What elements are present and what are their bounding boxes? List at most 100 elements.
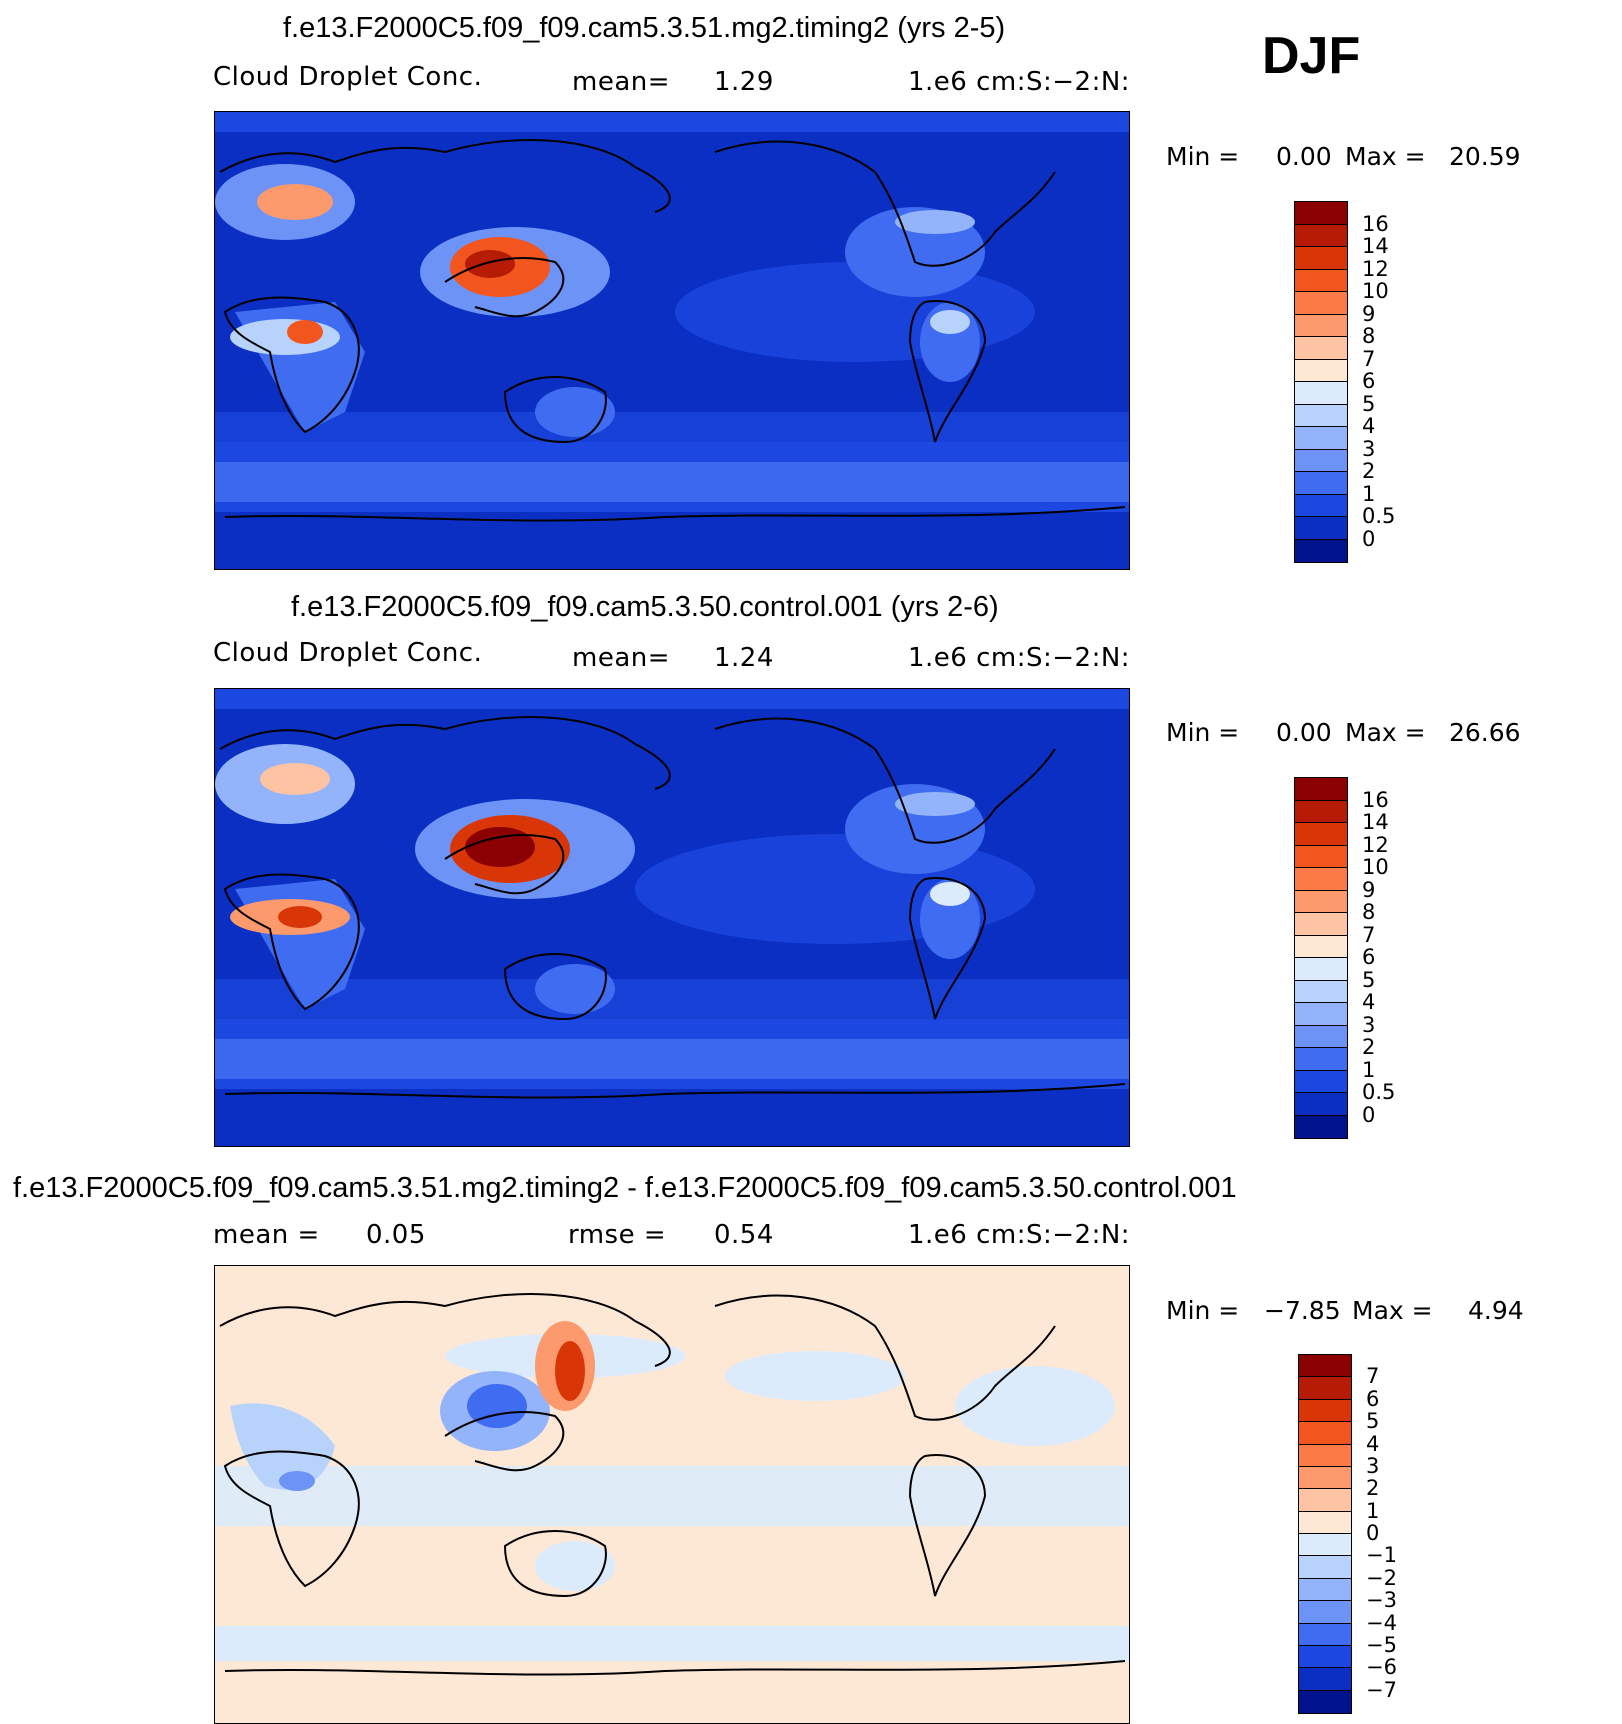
- colorbar-segment: [1299, 1399, 1351, 1423]
- colorbar-segment: [1295, 823, 1347, 846]
- panel-2-colorbar: [1294, 777, 1348, 1139]
- panel-1-mean-label: mean=: [572, 67, 671, 97]
- colorbar-segment: [1295, 404, 1347, 427]
- colorbar-tick-label: −7: [1366, 1677, 1397, 1702]
- colorbar-segment: [1299, 1377, 1351, 1400]
- colorbar-tick-label: 14: [1362, 810, 1389, 834]
- colorbar-segment: [1299, 1444, 1351, 1467]
- colorbar-tick-label: −6: [1366, 1655, 1397, 1680]
- colorbar-segment: [1295, 935, 1347, 958]
- colorbar-tick-label: 6: [1366, 1386, 1380, 1411]
- panel-2-colorbar-ticks: 16 14 12 10 9 8 7 6 5 4 3 2 1 0.5 0: [1362, 777, 1422, 1139]
- colorbar-segment: [1295, 980, 1347, 1003]
- colorbar-tick-label: 6: [1362, 945, 1376, 969]
- panel-1-max-label: Max =: [1345, 142, 1426, 171]
- colorbar-segment: [1295, 224, 1347, 247]
- colorbar-segment: [1299, 1489, 1351, 1512]
- panel-2-mean-value: 1.24: [714, 643, 774, 673]
- colorbar-tick-label: −5: [1366, 1632, 1397, 1657]
- colorbar-segment: [1295, 845, 1347, 868]
- colorbar-tick-label: 7: [1362, 922, 1376, 947]
- panel-2-min-value: 0.00: [1276, 718, 1332, 747]
- colorbar-segment: [1295, 1048, 1347, 1071]
- panel-3-rmse-label: rmse =: [568, 1220, 667, 1250]
- colorbar-segment: [1299, 1422, 1351, 1445]
- panel-3-units: 1.e6 cm:S:−2:N:: [908, 1220, 1131, 1250]
- colorbar-segment: [1295, 269, 1347, 292]
- colorbar-segment: [1295, 1093, 1347, 1116]
- colorbar-segment: [1295, 868, 1347, 891]
- colorbar-tick-label: 10: [1362, 279, 1389, 303]
- colorbar-tick-label: 4: [1362, 990, 1376, 1014]
- colorbar-segment: [1295, 913, 1347, 936]
- panel-2-map: [214, 688, 1130, 1147]
- colorbar-segment: [1295, 247, 1347, 270]
- colorbar-tick-label: 16: [1362, 787, 1389, 812]
- colorbar-tick-label: −1: [1366, 1543, 1397, 1568]
- panel-2-units: 1.e6 cm:S:−2:N:: [908, 643, 1131, 673]
- panel-2-mean-label: mean=: [572, 643, 671, 673]
- colorbar-segment: [1295, 494, 1347, 517]
- panel-1-mean-value: 1.29: [714, 67, 774, 97]
- panel-3-rmse-value: 0.54: [714, 1220, 774, 1250]
- colorbar-tick-label: −3: [1366, 1588, 1397, 1613]
- panel-3-mean-value: 0.05: [366, 1220, 426, 1250]
- colorbar-segment: [1295, 1003, 1347, 1026]
- colorbar-segment: [1299, 1668, 1351, 1691]
- colorbar-tick-label: −4: [1366, 1610, 1397, 1635]
- colorbar-segment: [1295, 337, 1347, 360]
- colorbar-tick-label: 0.5: [1362, 1080, 1396, 1104]
- colorbar-tick-label: 4: [1362, 414, 1376, 438]
- panel-1-colorbar-ticks: 16 14 12 10 9 8 7 6 5 4 3 2 1 0.5 0: [1362, 201, 1422, 563]
- colorbar-segment: [1295, 517, 1347, 540]
- panel-1-min-label: Min =: [1166, 142, 1240, 171]
- colorbar-segment: [1295, 472, 1347, 495]
- colorbar-tick-label: 6: [1362, 369, 1376, 393]
- colorbar-segment: [1295, 1070, 1347, 1093]
- panel-3-colorbar-ticks: 7 6 5 4 3 2 1 0 −1 −2 −3 −4 −5 −6 −7: [1366, 1354, 1426, 1714]
- colorbar-tick-label: 1: [1362, 481, 1376, 506]
- colorbar-segment: [1295, 202, 1347, 225]
- colorbar-segment: [1299, 1534, 1351, 1557]
- colorbar-segment: [1299, 1690, 1351, 1713]
- panel-2-min-label: Min =: [1166, 718, 1240, 747]
- panel-3-colorbar: [1298, 1354, 1352, 1714]
- panel-3-mean-label: mean =: [213, 1220, 320, 1250]
- panel-1-title: f.e13.F2000C5.f09_f09.cam5.3.51.mg2.timi…: [283, 12, 1006, 44]
- panel-3-max-label: Max =: [1352, 1296, 1433, 1325]
- season-label: DJF: [1262, 27, 1361, 85]
- panel-3-min-label: Min =: [1166, 1296, 1240, 1325]
- colorbar-segment: [1295, 958, 1347, 981]
- colorbar-tick-label: 16: [1362, 211, 1389, 236]
- colorbar-tick-label: 3: [1366, 1453, 1380, 1478]
- colorbar-tick-label: 9: [1362, 877, 1376, 902]
- colorbar-tick-label: −2: [1366, 1565, 1397, 1590]
- colorbar-tick-label: 1: [1362, 1057, 1376, 1082]
- colorbar-tick-label: 3: [1362, 436, 1376, 461]
- colorbar-tick-label: 7: [1366, 1364, 1380, 1389]
- colorbar-segment: [1295, 1115, 1347, 1138]
- colorbar-tick-label: 12: [1362, 832, 1389, 857]
- colorbar-segment: [1295, 778, 1347, 801]
- colorbar-tick-label: 3: [1362, 1012, 1376, 1037]
- colorbar-segment: [1295, 359, 1347, 382]
- panel-1-colorbar: [1294, 201, 1348, 563]
- panel-1-field-label: Cloud Droplet Conc.: [213, 62, 483, 92]
- colorbar-segment: [1295, 539, 1347, 562]
- panel-1-min-value: 0.00: [1276, 142, 1332, 171]
- panel-2-max-value: 26.66: [1449, 718, 1521, 747]
- colorbar-tick-label: 0: [1362, 1102, 1376, 1127]
- panel-3-max-value: 4.94: [1468, 1296, 1524, 1325]
- colorbar-segment: [1295, 890, 1347, 913]
- colorbar-segment: [1299, 1623, 1351, 1646]
- colorbar-tick-label: 10: [1362, 855, 1389, 879]
- colorbar-tick-label: 1: [1366, 1498, 1380, 1523]
- colorbar-tick-label: 2: [1362, 459, 1376, 483]
- colorbar-tick-label: 2: [1366, 1476, 1380, 1501]
- colorbar-segment: [1295, 382, 1347, 405]
- panel-1-units: 1.e6 cm:S:−2:N:: [908, 67, 1131, 97]
- colorbar-tick-label: 8: [1362, 324, 1376, 348]
- panel-2-title: f.e13.F2000C5.f09_f09.cam5.3.50.control.…: [291, 591, 999, 623]
- colorbar-tick-label: 8: [1362, 900, 1376, 924]
- colorbar-segment: [1299, 1511, 1351, 1534]
